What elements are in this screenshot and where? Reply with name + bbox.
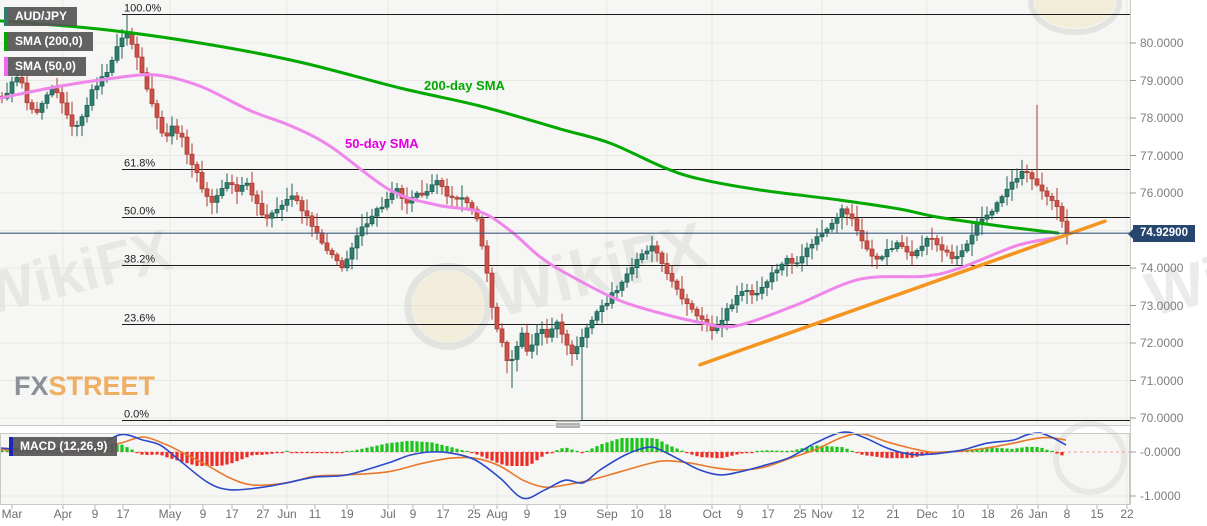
- time-axis-label: 27: [256, 507, 270, 521]
- fib-label: 0.0%: [124, 409, 149, 421]
- macd-signal-line: [0, 432, 1067, 489]
- time-axis-label: 9: [736, 507, 744, 521]
- time-axis-label: 9: [523, 507, 531, 521]
- fxstreet-logo-fx: FX: [14, 371, 49, 401]
- pane-divider-handle[interactable]: [556, 420, 580, 428]
- time-axis-label: 12: [851, 507, 865, 521]
- time-axis-label: 22: [1120, 507, 1134, 521]
- watermark-top-right: [1028, 0, 1122, 35]
- fib-label: 50.0%: [124, 206, 155, 218]
- time-axis-label: Oct: [702, 507, 722, 521]
- time-axis-label: 8: [1063, 507, 1071, 521]
- sma50-legend[interactable]: SMA (50,0): [4, 57, 86, 76]
- candlestick-series[interactable]: [0, 14, 1070, 420]
- fxstreet-logo-street: STREET: [48, 371, 156, 401]
- fib-label: 38.2%: [124, 254, 155, 266]
- macd-label: MACD (12,26,9): [20, 439, 108, 453]
- time-axis-label: Dec: [916, 507, 938, 521]
- macd-color-bar: [9, 437, 13, 456]
- time-axis-label: 21: [886, 507, 900, 521]
- price-axis-label: 71.0000: [1140, 373, 1184, 388]
- sma50-color-bar: [4, 57, 8, 76]
- time-axis-label: 18: [658, 507, 672, 521]
- fib-label: 100.0%: [124, 3, 162, 15]
- symbol-color-bar: [4, 7, 8, 26]
- sma200-annotation: 200-day SMA: [424, 78, 505, 93]
- price-axis-label: 74.0000: [1140, 261, 1184, 275]
- symbol-label: AUD/JPY: [15, 9, 68, 23]
- sma50-line: [0, 73, 1060, 329]
- macd-legend[interactable]: MACD (12,26,9): [9, 437, 118, 456]
- watermark-bottom-right: [1053, 421, 1127, 495]
- sma200-label: SMA (200,0): [15, 34, 83, 48]
- time-axis-label: 10: [630, 507, 644, 521]
- trendline[interactable]: [698, 219, 1107, 367]
- price-axis-label: 73.0000: [1140, 298, 1184, 313]
- macd-axis-label: -0.0000: [1140, 445, 1181, 459]
- time-axis-label: 19: [340, 507, 354, 521]
- sma200-legend[interactable]: SMA (200,0): [4, 32, 93, 51]
- time-axis-label: 10: [951, 507, 965, 521]
- sma200-color-bar: [4, 32, 8, 51]
- fib-retracement[interactable]: 100.0% 61.8% 50.0% 38.2% 23.6% 0.0%: [122, 3, 1130, 421]
- price-axis-label: 77.0000: [1140, 148, 1184, 163]
- time-axis-label: Jul: [380, 507, 396, 521]
- fib-label: 61.8%: [124, 158, 155, 170]
- price-axis-label: 79.0000: [1140, 73, 1184, 88]
- time-axis-label: 18: [981, 507, 995, 521]
- fib-label: 23.6%: [124, 313, 155, 325]
- current-price-tag: 74.92900: [1128, 225, 1195, 242]
- time-axis-label: 19: [553, 507, 567, 521]
- time-axis-label: 9: [409, 507, 417, 521]
- symbol-legend[interactable]: AUD/JPY: [4, 7, 78, 26]
- main-pane: [0, 0, 1130, 425]
- time-axis-label: Nov: [811, 507, 833, 521]
- price-axis-label: 76.0000: [1140, 186, 1184, 200]
- macd-pane: [0, 433, 1130, 505]
- time-axis-label: May: [158, 507, 182, 521]
- time-axis-label: Sep: [596, 507, 618, 521]
- time-axis-label: 11: [308, 507, 322, 521]
- sma200-line: [0, 19, 1060, 235]
- fxstreet-logo: FXSTREET: [14, 371, 155, 402]
- time-axis-label: Jan: [1028, 507, 1048, 521]
- time-axis-label: 17: [436, 507, 450, 521]
- time-axis-label: 25: [793, 507, 807, 521]
- sma50-label: SMA (50,0): [15, 59, 76, 73]
- time-axis-label: 9: [199, 507, 207, 521]
- macd-axis-label: -1.0000: [1140, 489, 1181, 503]
- time-axis-label: Mar: [1, 507, 23, 521]
- time-axis-label: 26: [1010, 507, 1024, 521]
- time-axis-label: Apr: [53, 507, 73, 521]
- time-axis-label: Jun: [277, 507, 297, 521]
- price-axis-label: 78.0000: [1140, 111, 1184, 125]
- macd-main-line: [0, 431, 1067, 500]
- time-axis-label: 17: [225, 507, 239, 521]
- price-axis-label: 70.0000: [1140, 411, 1184, 425]
- time-axis-label: 17: [761, 507, 775, 521]
- price-axis-label: 80.0000: [1140, 36, 1184, 50]
- price-axis-label: 72.0000: [1140, 336, 1184, 350]
- time-axis-label: Aug: [486, 507, 508, 521]
- time-axis-label: 15: [1090, 507, 1104, 521]
- time-axis-label: 25: [467, 507, 481, 521]
- sma50-annotation: 50-day SMA: [345, 136, 419, 151]
- time-axis-label: 17: [116, 507, 130, 521]
- time-axis-label: 9: [91, 507, 99, 521]
